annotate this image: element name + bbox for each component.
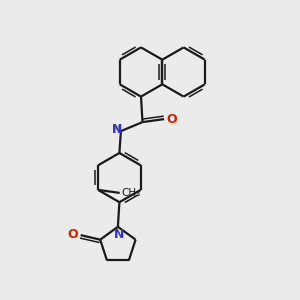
Text: CH₃: CH₃ — [121, 188, 140, 198]
Text: N: N — [114, 228, 124, 241]
Text: H: H — [112, 125, 119, 135]
Text: O: O — [68, 228, 78, 241]
Text: N: N — [112, 123, 122, 136]
Text: O: O — [167, 112, 177, 126]
